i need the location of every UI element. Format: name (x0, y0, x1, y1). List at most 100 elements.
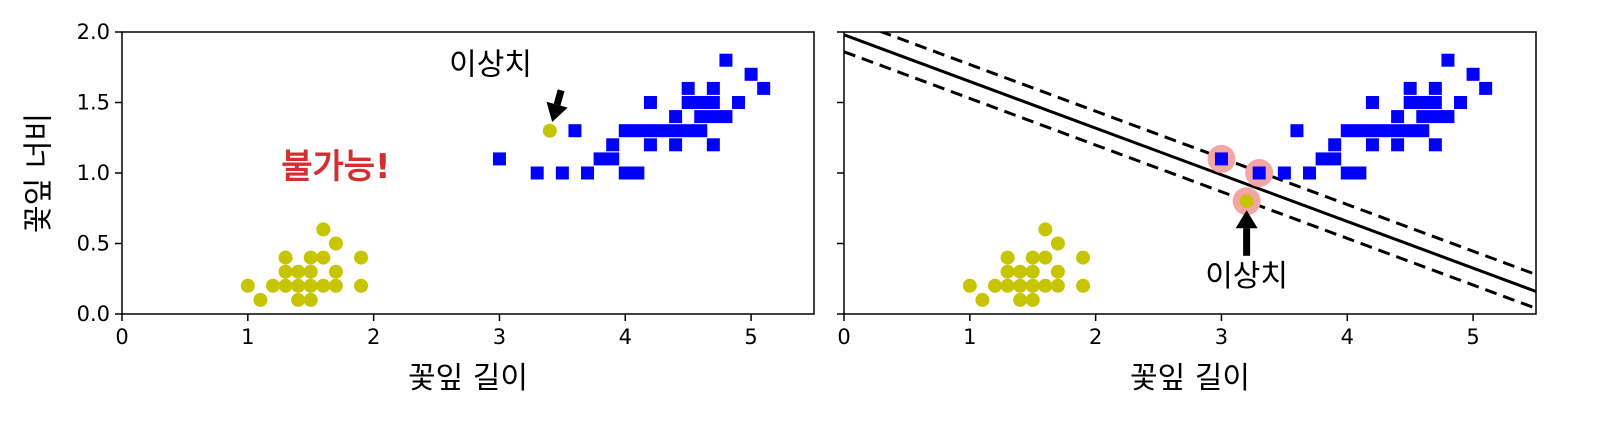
setosa-point (316, 250, 331, 265)
outlier-label: 이상치 (1205, 259, 1288, 294)
plot-area (240, 53, 771, 307)
y-tick-label: 1.0 (77, 161, 110, 185)
versicolor-point (1378, 124, 1392, 138)
setosa-point (1050, 236, 1065, 251)
versicolor-point (568, 124, 582, 138)
versicolor-point (643, 124, 657, 138)
setosa-point (328, 278, 343, 293)
versicolor-point (618, 124, 632, 138)
setosa-point (1025, 292, 1040, 307)
panel-2: 0 1 2 3 4 5 꽃잎 길이 이상치 (837, 31, 1537, 396)
versicolor-point (694, 124, 708, 138)
versicolor-point (669, 110, 683, 124)
versicolor-point (1454, 96, 1468, 109)
setosa-point (1013, 278, 1028, 293)
versicolor-point (757, 81, 771, 95)
setosa-point (291, 278, 306, 293)
plot-area (844, 32, 1536, 310)
y-axis-label: 꽃잎 너비 (22, 113, 57, 233)
versicolor-point (1328, 138, 1342, 152)
versicolor-point (1328, 152, 1342, 166)
versicolor-point (1441, 53, 1455, 67)
setosa-point (303, 278, 318, 293)
y-tick-label: 0.0 (77, 302, 110, 326)
versicolor-point (1403, 96, 1417, 109)
versicolor-point (1365, 124, 1379, 138)
setosa-point (354, 250, 369, 265)
outlier-label: 이상치 (449, 47, 532, 82)
setosa-point (975, 292, 990, 307)
impossible-label: 불가능! (281, 147, 390, 187)
versicolor-point (1277, 166, 1291, 180)
versicolor-point (1391, 124, 1405, 138)
x-tick-label: 2 (367, 325, 380, 349)
versicolor-point (643, 138, 657, 152)
setosa-point (1013, 264, 1028, 279)
setosa-point (1076, 250, 1091, 265)
versicolor-point (1403, 81, 1417, 95)
versicolor-point (669, 138, 683, 152)
versicolor-point (606, 152, 620, 166)
versicolor-point (706, 81, 720, 95)
versicolor-point (1391, 110, 1405, 124)
setosa-point (1076, 278, 1091, 293)
versicolor-point (656, 124, 670, 138)
outlier-arrow-shaft (553, 89, 565, 106)
versicolor-point (618, 166, 632, 180)
versicolor-point (681, 96, 695, 109)
setosa-point (278, 278, 293, 293)
versicolor-point (681, 124, 695, 138)
x-tick-label: 5 (1466, 325, 1479, 349)
setosa-point (1025, 278, 1040, 293)
versicolor-point (694, 110, 708, 124)
setosa-point (253, 292, 268, 307)
x-tick-label: 3 (1215, 325, 1228, 349)
setosa-point (291, 292, 306, 307)
versicolor-point (1428, 138, 1442, 152)
versicolor-point (1403, 124, 1417, 138)
x-tick-label: 4 (619, 325, 632, 349)
versicolor-point (706, 138, 720, 152)
setosa-point (278, 264, 293, 279)
versicolor-point (1214, 152, 1228, 166)
x-tick-label: 4 (1341, 325, 1354, 349)
setosa-point (1025, 264, 1040, 279)
versicolor-point (492, 152, 506, 166)
versicolor-point (1428, 81, 1442, 95)
outlier-arrow-head (1235, 210, 1258, 229)
versicolor-point (694, 96, 708, 109)
versicolor-point (1340, 166, 1354, 180)
setosa-point (1050, 264, 1065, 279)
setosa-point (291, 264, 306, 279)
x-tick-label: 0 (837, 325, 850, 349)
versicolor-point (706, 110, 720, 124)
setosa-point (542, 123, 557, 138)
versicolor-point (1252, 166, 1266, 180)
versicolor-point (1428, 110, 1442, 124)
setosa-point (1038, 222, 1053, 237)
setosa-point (1025, 250, 1040, 265)
x-tick-label: 0 (115, 325, 128, 349)
versicolor-point (1391, 138, 1405, 152)
decision-boundary-line (844, 33, 1536, 293)
versicolor-point (719, 110, 733, 124)
setosa-point (1000, 278, 1015, 293)
x-tick-label: 1 (241, 325, 254, 349)
x-tick-label: 3 (493, 325, 506, 349)
versicolor-point (555, 166, 569, 180)
versicolor-point (1315, 152, 1329, 166)
y-tick-label: 0.5 (77, 232, 110, 256)
versicolor-point (744, 67, 758, 81)
versicolor-point (1353, 166, 1367, 180)
versicolor-point (593, 152, 607, 166)
setosa-point (303, 250, 318, 265)
versicolor-point (1416, 124, 1430, 138)
versicolor-point (681, 81, 695, 95)
versicolor-point (530, 166, 544, 180)
setosa-point (328, 236, 343, 251)
setosa-point (1013, 292, 1028, 307)
setosa-point (328, 264, 343, 279)
setosa-point (303, 264, 318, 279)
